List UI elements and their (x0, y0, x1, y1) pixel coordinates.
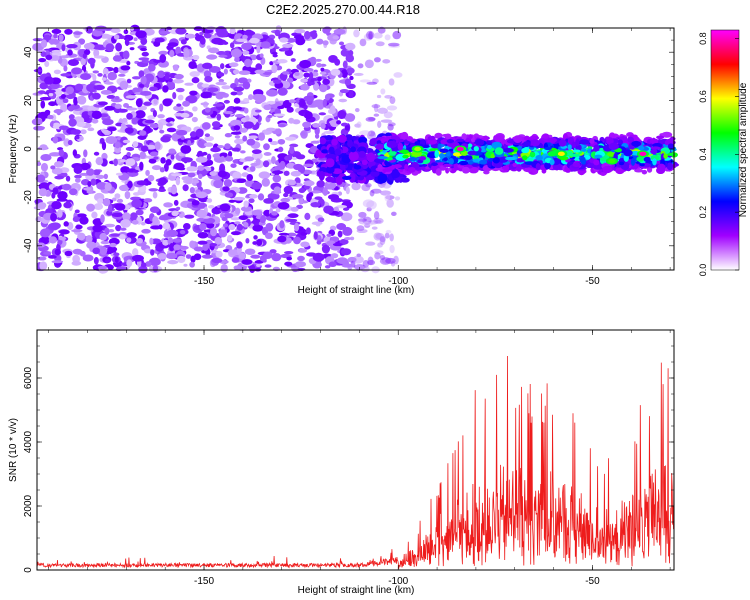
spectrogram-x-tick-label: -100 (388, 276, 408, 287)
spectrogram-y-tick-label: 0 (23, 146, 34, 152)
snr-y-tick-label: 4000 (23, 430, 34, 453)
snr-x-label: Height of straight line (km) (298, 585, 415, 596)
spectrogram-y-label: Frequency (Hz) (8, 115, 19, 184)
spectrogram-x-tick-label: -150 (194, 276, 214, 287)
snr-panel: -150 -100 -50 0 2000 4000 6000 Height of stra… (8, 329, 675, 596)
spectrogram-peak (557, 151, 565, 157)
colorbar-label: Normalized spectral amplitude (738, 82, 749, 217)
snr-y-tick-label: 6000 (23, 366, 34, 389)
snr-frame (36, 329, 675, 571)
spectrogram-y-tick-label: -20 (23, 190, 34, 205)
spectrogram-x-ticks: -150 -100 -50 (48, 28, 671, 287)
snr-x-tick-label: -100 (388, 576, 408, 587)
colorbar-ticks: 0.0 0.2 0.4 0.6 0.8 (698, 32, 739, 276)
snr-x-tick-label: -150 (194, 576, 214, 587)
spectrogram-x-tick-label: -50 (585, 276, 600, 287)
snr-x-ticks: -150 -100 -50 (48, 330, 671, 587)
snr-y-tick-label: 0 (23, 567, 34, 573)
chart-title: C2E2.2025.270.00.44.R18 (266, 2, 420, 17)
colorbar-tick-label: 0.4 (698, 148, 708, 161)
snr-y-tick-label: 2000 (23, 494, 34, 517)
colorbar-tick-label: 0.8 (698, 32, 708, 45)
spectrogram-y-tick-label: 20 (23, 95, 34, 107)
spectrogram-peak (639, 151, 647, 157)
spectrogram-peak (456, 146, 464, 152)
snr-y-ticks: 0 2000 4000 6000 (23, 329, 674, 573)
colorbar-tick-label: 0.6 (698, 90, 708, 103)
spectrogram-peak (414, 146, 422, 152)
spectrogram-peak (608, 158, 616, 164)
spectrogram-panel: -150 -100 -50 -40 -20 0 20 40 Height of straig… (8, 24, 680, 296)
snr-series-line (37, 355, 674, 569)
snr-x-tick-label: -50 (585, 576, 600, 587)
colorbar-gradient (710, 29, 740, 271)
spectrogram-y-tick-label: -40 (23, 238, 34, 253)
colorbar: 0.0 0.2 0.4 0.6 0.8 Normalized spectral ampl… (698, 29, 749, 276)
spectrogram-y-ticks: -40 -20 0 20 40 (23, 27, 674, 271)
spectrogram-heatmap (31, 24, 680, 274)
colorbar-tick-label: 0.0 (698, 264, 708, 277)
spectrogram-x-label: Height of straight line (km) (298, 285, 415, 296)
snr-y-label: SNR (10 * v/v) (8, 418, 19, 482)
colorbar-tick-label: 0.2 (698, 206, 708, 219)
spectrogram-y-tick-label: 40 (23, 46, 34, 58)
